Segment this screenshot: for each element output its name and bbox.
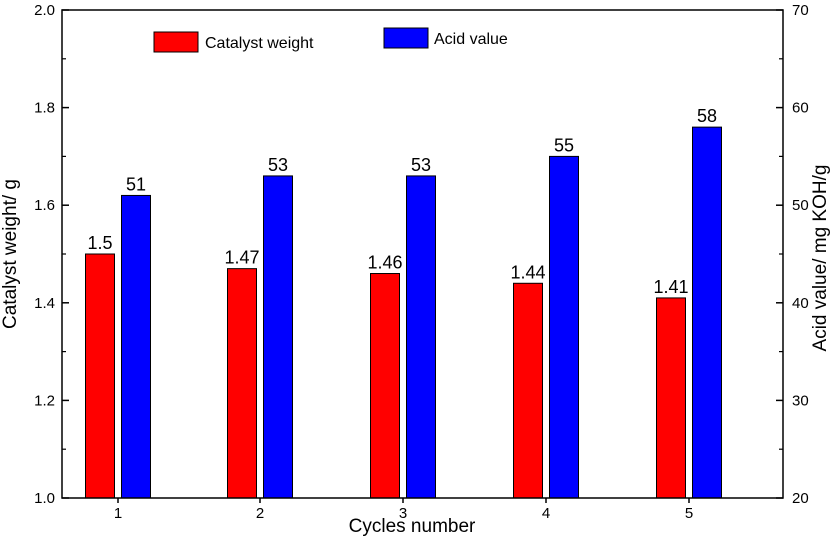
data-label-catalyst-weight-cycle-2: 1.47 xyxy=(224,248,259,268)
data-label-catalyst-weight-cycle-5: 1.41 xyxy=(653,277,688,297)
bar-acid-value-cycle-4 xyxy=(549,155,579,499)
y-right-tick-label: 30 xyxy=(792,392,809,409)
y-right-tick-label: 50 xyxy=(792,197,809,214)
data-label-acid-value-cycle-5: 58 xyxy=(697,106,717,126)
legend-label-catalyst-weight: Catalyst weight xyxy=(205,35,314,52)
bar-catalyst-weight-cycle-1 xyxy=(85,253,115,499)
y-left-tick-label: 1.4 xyxy=(34,295,55,312)
y-axis-left-title: Catalyst weight/ g xyxy=(0,179,21,329)
data-label-acid-value-cycle-1: 51 xyxy=(126,174,146,194)
bar-catalyst-weight-cycle-2 xyxy=(227,268,257,499)
bar-catalyst-weight-cycle-5 xyxy=(656,297,686,499)
y-left-tick-label: 1.0 xyxy=(34,490,55,507)
data-label-catalyst-weight-cycle-4: 1.44 xyxy=(510,262,545,282)
data-label-acid-value-cycle-3: 53 xyxy=(411,155,431,175)
y-left-tick-label: 1.2 xyxy=(34,392,55,409)
y-axis-right-title: Acid value/ mg KOH/g xyxy=(810,165,831,352)
x-axis-title: Cycles number xyxy=(349,516,476,537)
y-left-tick-label: 1.6 xyxy=(34,197,55,214)
x-tick-label: 5 xyxy=(685,505,693,522)
data-label-acid-value-cycle-2: 53 xyxy=(268,155,288,175)
legend-swatch-catalyst-weight xyxy=(153,31,199,53)
x-tick-label: 2 xyxy=(256,505,264,522)
bar-catalyst-weight-cycle-4 xyxy=(513,282,543,499)
bar-acid-value-cycle-1 xyxy=(121,194,151,499)
y-right-tick-label: 20 xyxy=(792,490,809,507)
y-right-tick-label: 70 xyxy=(792,2,809,19)
bars-layer xyxy=(85,126,722,499)
legend-swatch-acid-value xyxy=(383,27,429,49)
legend-label-acid-value: Acid value xyxy=(434,31,508,48)
data-label-catalyst-weight-cycle-3: 1.46 xyxy=(367,253,402,273)
x-tick-label: 1 xyxy=(114,505,122,522)
x-tick-label: 3 xyxy=(399,505,407,522)
x-tick-label: 4 xyxy=(542,505,550,522)
data-label-catalyst-weight-cycle-1: 1.5 xyxy=(87,233,112,253)
axis-ticks-layer: 1.0 1.2 1.4 1.6 1.8 2.0 20 30 40 50 60 70 1 2 3 4 5 xyxy=(34,2,809,522)
bar-acid-value-cycle-3 xyxy=(406,175,436,499)
data-labels-layer: 1.5 1.47 1.46 1.44 1.41 51 53 53 55 58 xyxy=(87,106,717,297)
data-label-acid-value-cycle-4: 55 xyxy=(554,135,574,155)
y-right-tick-label: 40 xyxy=(792,295,809,312)
bar-acid-value-cycle-5 xyxy=(692,126,722,499)
y-left-tick-label: 1.8 xyxy=(34,100,55,117)
bar-catalyst-weight-cycle-3 xyxy=(370,273,400,499)
y-right-tick-label: 60 xyxy=(792,100,809,117)
legend: Catalyst weight Acid value xyxy=(153,27,508,53)
y-left-tick-label: 2.0 xyxy=(34,2,55,19)
bar-acid-value-cycle-2 xyxy=(263,175,293,499)
